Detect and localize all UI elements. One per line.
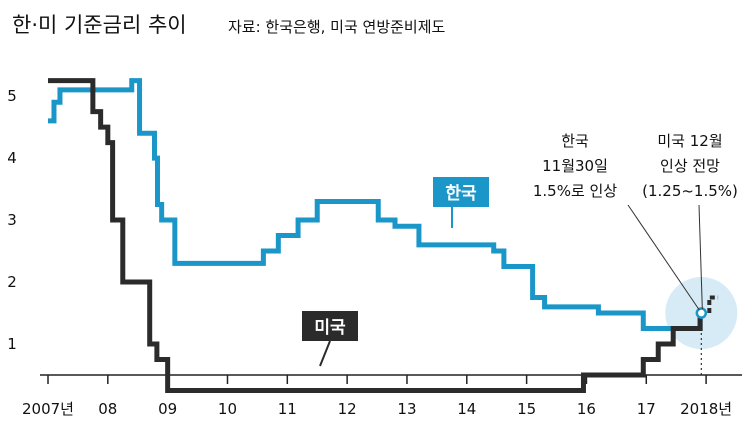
korea-tag-box xyxy=(433,177,489,207)
chart-title: 한·미 기준금리 추이 xyxy=(12,13,187,37)
y-tick-label: 2 xyxy=(7,273,17,291)
us-forecast-annotation: 미국 12월 xyxy=(657,132,722,150)
x-tick-label: 2018년 xyxy=(680,400,732,418)
endpoint-marker xyxy=(695,307,708,319)
us-forecast-leader xyxy=(698,204,703,310)
x-tick-label: 10 xyxy=(218,400,237,418)
korea-tag-label: 한국 xyxy=(445,184,477,204)
x-tick-label: 14 xyxy=(457,400,476,418)
x-tick-label: 12 xyxy=(338,400,357,418)
korea-hike-leader xyxy=(627,204,700,311)
x-tick-label: 17 xyxy=(637,400,656,418)
korea-hike-annotation: 한국 xyxy=(561,132,589,150)
y-tick-label: 4 xyxy=(7,149,17,167)
x-tick-label: 08 xyxy=(98,400,117,418)
korea-hike-annotation: 1.5%로 인상 xyxy=(533,182,617,200)
y-tick-label: 5 xyxy=(7,87,17,105)
us-tag-pointer xyxy=(319,340,331,367)
x-tick-label: 09 xyxy=(158,400,177,418)
us-forecast-annotation: 인상 전망 xyxy=(660,157,720,175)
y-tick-label: 1 xyxy=(7,335,17,353)
us-tag-label: 미국 xyxy=(314,318,346,338)
us-forecast-annotation: (1.25~1.5%) xyxy=(642,182,738,200)
series-line-korea xyxy=(48,78,703,332)
x-tick-label: 13 xyxy=(397,400,416,418)
us-tag-box xyxy=(302,311,358,341)
series-line-us xyxy=(48,78,703,393)
x-tick-label: 2007년 xyxy=(22,400,74,418)
y-tick-label: 3 xyxy=(7,211,17,229)
x-tick-label: 16 xyxy=(577,400,596,418)
korea-hike-annotation: 11월30일 xyxy=(542,157,608,175)
x-tick-label: 11 xyxy=(278,400,297,418)
chart-source: 자료: 한국은행, 미국 연방준비제도 xyxy=(228,18,446,36)
x-tick-label: 15 xyxy=(517,400,536,418)
